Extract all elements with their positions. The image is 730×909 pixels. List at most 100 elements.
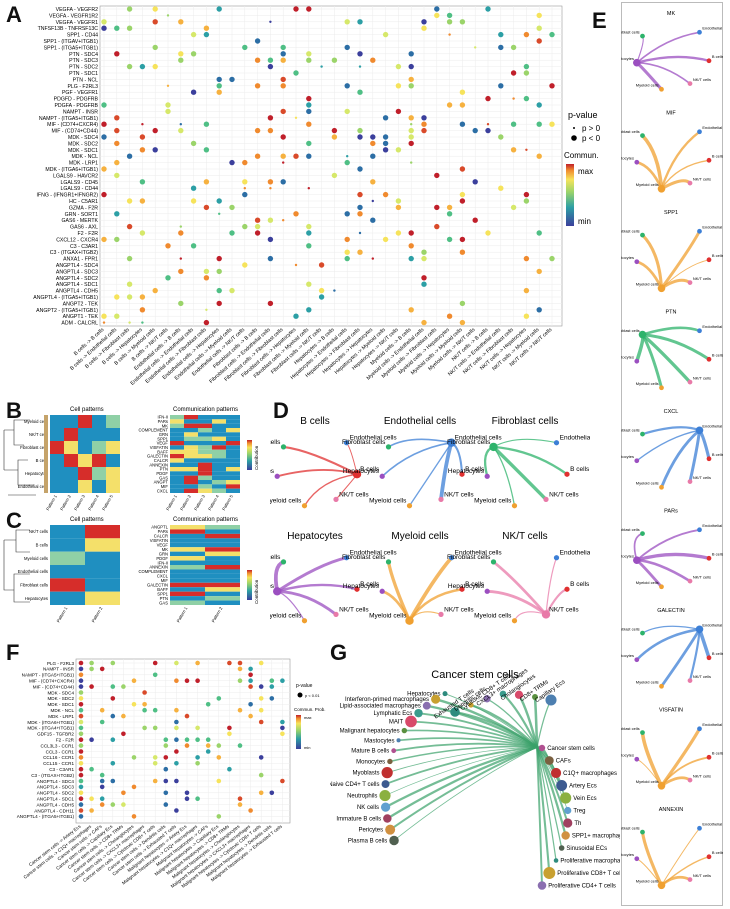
heat-cell <box>85 591 120 605</box>
network-edge <box>388 438 452 448</box>
bubble-dot <box>258 696 264 701</box>
heat-cell <box>78 428 92 441</box>
heat-cell <box>170 542 205 548</box>
panel-e-frame <box>621 2 723 906</box>
bubble-dot <box>139 147 146 153</box>
network-node <box>706 157 712 163</box>
node-label: Artery Ecs <box>569 784 597 790</box>
bubble-dot <box>229 204 235 211</box>
heat-cell <box>184 445 198 450</box>
bubble-dot <box>498 134 504 140</box>
bubble-dot <box>267 127 274 134</box>
panel-f-legend-p-low: p < 0.01 <box>305 693 320 698</box>
network-node <box>657 284 666 293</box>
bubble-dot <box>357 127 363 134</box>
network-node-label: Fibroblast cells <box>270 439 281 446</box>
network-node <box>406 503 413 509</box>
row-label: NAMPT - (ITGA5+ITGB1) <box>39 116 98 122</box>
heat-cell <box>212 445 226 450</box>
bubble-dot <box>203 204 210 211</box>
row-label: MDK - NCL <box>51 708 75 713</box>
bubble-dot <box>139 230 146 236</box>
panel-c-contrib-label: Contribution <box>254 579 259 604</box>
row-label: ANGPTL4 - SDC2 <box>37 791 75 796</box>
network-title: PARs <box>664 509 678 515</box>
bubble-dot <box>229 230 235 236</box>
bubble-dot <box>203 179 210 185</box>
bubble-dot <box>242 262 248 268</box>
row-label: PTN - SDC4 <box>69 52 98 58</box>
network-node-label: Myeloid cells <box>636 679 659 684</box>
bubble-dot <box>536 25 542 31</box>
network-plot: SPP1 Fibroblast cells Endothelial cells Hep… <box>621 210 723 293</box>
network-edge <box>386 745 538 820</box>
heat-row-label: B cells <box>36 543 48 548</box>
heat-row-label: PDGF <box>156 471 168 476</box>
bubble-dot <box>459 319 466 326</box>
bubble-dot <box>421 275 427 281</box>
bubble-dot <box>174 660 179 666</box>
heat-cell <box>184 432 198 437</box>
network-node <box>490 559 497 565</box>
network-plot: CXCL Fibroblast cells Endothelial cells Hep… <box>621 409 723 490</box>
bubble-dot <box>163 766 169 772</box>
network-node <box>543 496 549 503</box>
bubble-dot <box>174 725 179 731</box>
network-node <box>431 694 441 704</box>
node-label: Naive CD4+ T cells <box>330 782 380 788</box>
row-label: GAS6 - AXL <box>70 225 98 231</box>
heat-row-label: CALCR <box>154 458 168 463</box>
bubble-dot <box>78 713 84 719</box>
bubble-dot <box>421 25 427 31</box>
network-plot: ANNEXIN Fibroblast cells Endothelial cells… <box>621 807 723 890</box>
bubble-dot <box>536 38 542 44</box>
bubble-dot <box>382 140 389 147</box>
network-node-label: B cells <box>712 651 723 656</box>
panel-c-heatmaps: Cell patterns Communication patterns NK/… <box>3 517 259 623</box>
bubble-dot <box>237 660 243 666</box>
heat-cell <box>212 432 226 437</box>
network-node <box>634 756 640 762</box>
bubble-dot <box>421 319 427 326</box>
bubble-dot <box>163 790 169 796</box>
network-node <box>448 555 455 561</box>
heat-row-label: MK <box>162 423 168 428</box>
row-label: MDK - SDC4 <box>68 135 98 141</box>
heat-cell <box>184 449 198 454</box>
heat-row-label: SPP1 <box>157 436 168 441</box>
bubble-dot <box>216 755 222 760</box>
network-node <box>633 556 641 564</box>
network-edge <box>545 557 558 615</box>
bubble-dot <box>237 743 243 748</box>
bubble-dot <box>269 696 275 701</box>
row-label: F2 - F2R <box>56 738 75 743</box>
bubble-dot <box>282 219 285 222</box>
network-node <box>657 782 666 790</box>
bubble-dot <box>114 172 120 179</box>
heat-cell <box>50 415 64 428</box>
bubble-dot <box>184 737 190 742</box>
network-node-label: Endothelial cells <box>455 550 503 557</box>
heat-cell <box>212 480 226 485</box>
network-node <box>352 470 362 479</box>
network-node <box>687 877 693 882</box>
network-edge <box>640 831 663 886</box>
heat-row-label: GALECTIN <box>147 583 168 588</box>
heat-col-label: Pattern 1 <box>176 605 189 623</box>
bubble-dot <box>536 153 542 159</box>
network-edge <box>389 746 538 831</box>
network-node <box>405 715 417 728</box>
network-node-label: Fibroblast cells <box>621 726 640 731</box>
heat-row-label: MIF <box>161 578 169 583</box>
row-label: ANGPTL4 - CDH5 <box>56 289 98 295</box>
panel-g-title: Cancer stem cells <box>431 669 519 681</box>
network-node <box>541 610 551 619</box>
network-node <box>697 129 702 135</box>
bubble-dot <box>280 153 286 159</box>
network-edge <box>642 426 700 436</box>
bubble-dot <box>174 778 179 784</box>
network-edge <box>276 469 358 478</box>
network-node-label: Myeloid cells <box>369 613 407 620</box>
network-title: Fibroblast cells <box>492 416 559 427</box>
